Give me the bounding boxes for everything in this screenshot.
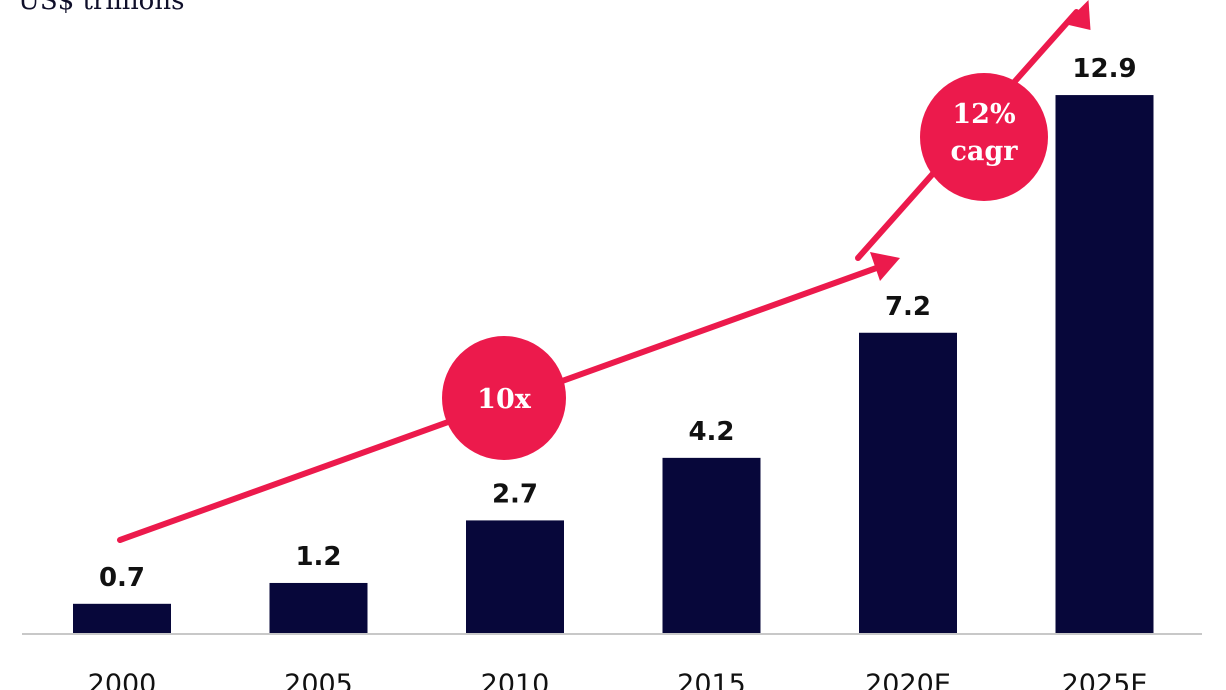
value-label-2000: 0.7 [99,563,145,593]
badge-10x: 10x [442,336,566,460]
badge-text-10x: 10x [477,384,532,415]
x-tick-labels: 2000 2005 2010 2015 2020E 2025E [88,669,1148,690]
x-tick-2020E: 2020E [865,669,951,690]
bar-2005 [269,582,368,633]
value-labels: 0.7 1.2 2.7 4.2 7.2 12.9 [99,54,1137,593]
arrowhead-10x [870,252,900,281]
bar-2020E [859,332,957,633]
bar-2010 [466,520,564,633]
x-tick-2010: 2010 [481,669,550,690]
bar-2015 [662,457,761,633]
value-label-2015: 4.2 [688,417,734,447]
value-label-2025E: 12.9 [1072,54,1136,84]
badge-circle-cagr [920,73,1048,201]
bars [73,95,1154,633]
badge-cagr: 12% cagr [920,73,1048,201]
bar-2000 [73,603,171,633]
growth-badges: 10x 12% cagr [442,73,1048,460]
x-tick-2005: 2005 [284,669,353,690]
value-label-2005: 1.2 [295,542,341,572]
value-label-2010: 2.7 [492,479,538,509]
badge-circle-10x [442,336,566,460]
value-label-2020E: 7.2 [885,292,931,322]
x-tick-2015: 2015 [677,669,746,690]
x-tick-2025E: 2025E [1062,669,1148,690]
unit-label: US$ trillions [18,0,185,16]
arrowhead-cagr [1064,0,1091,30]
bar-2025E [1055,95,1154,633]
x-tick-2000: 2000 [88,669,157,690]
badge-text-cagr-line1: 12% [952,99,1015,130]
badge-text-cagr-line2: cagr [950,136,1018,167]
